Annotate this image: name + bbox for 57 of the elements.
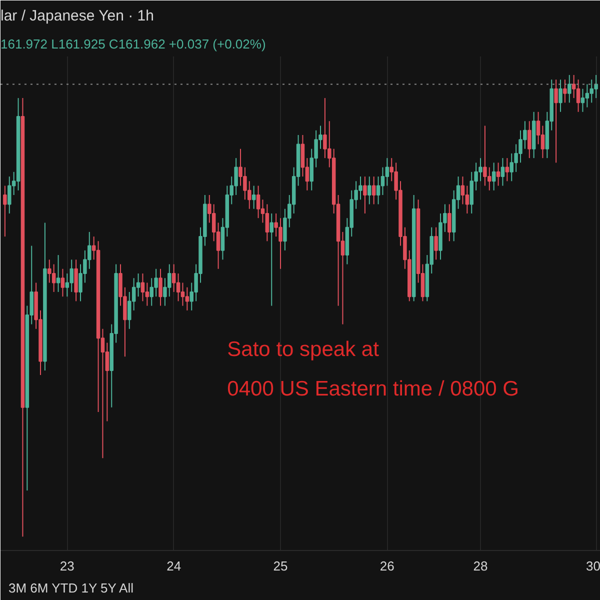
candlestick xyxy=(140,272,145,302)
candlestick xyxy=(128,291,132,330)
candlestick xyxy=(368,176,372,205)
x-tick-label: 25 xyxy=(273,558,288,574)
candlestick xyxy=(185,286,190,311)
candlestick xyxy=(585,84,590,108)
candlestick xyxy=(300,134,305,178)
candlestick xyxy=(145,282,150,306)
candlestick xyxy=(563,79,567,104)
candlestick xyxy=(372,176,376,205)
chart-subtitle: 161.972 L161.925 C161.962 +0.037 (+0.02%) xyxy=(0,36,266,52)
candlestick xyxy=(136,272,140,298)
candlestick xyxy=(363,176,367,214)
candlestick xyxy=(558,79,562,112)
candlestick xyxy=(528,120,532,159)
chart-title: lar / Japanese Yen · 1h xyxy=(0,8,154,24)
annotation: 0400 US Eastern time / 0800 G xyxy=(227,377,519,400)
candlestick xyxy=(8,176,12,214)
candlestick xyxy=(270,212,274,306)
text: 3M 6M YTD 1Y 5Y All xyxy=(8,580,134,596)
candlestick xyxy=(492,162,496,191)
x-tick-label: 30 xyxy=(586,558,600,574)
candlestick xyxy=(158,268,162,306)
candlestick xyxy=(580,88,585,112)
x-tick-label: 24 xyxy=(166,558,182,574)
x-tick-label: 28 xyxy=(473,558,488,574)
candlestick xyxy=(256,185,260,219)
candlestick xyxy=(554,79,558,164)
candlestick xyxy=(576,79,580,112)
candlestick xyxy=(568,74,572,104)
candlestick xyxy=(172,264,176,292)
candlestick xyxy=(385,158,390,186)
candlestick xyxy=(48,259,52,284)
candlestick xyxy=(60,268,65,298)
candlestick xyxy=(496,162,500,186)
candlestick xyxy=(460,176,465,205)
candlestick xyxy=(74,259,78,302)
candlestick xyxy=(176,272,180,302)
candlestick xyxy=(52,264,56,292)
candlestick xyxy=(380,166,385,196)
candlestick xyxy=(465,185,470,214)
candlestick xyxy=(505,158,510,182)
candlestick xyxy=(500,158,505,186)
candlestick xyxy=(572,74,576,99)
candlestick xyxy=(434,226,438,260)
candlestick xyxy=(56,254,60,292)
candlestick xyxy=(3,185,7,238)
candlestick xyxy=(70,259,74,292)
candlestick xyxy=(252,185,256,210)
annotation: Sato to speak at xyxy=(227,338,380,362)
x-tick-label: 23 xyxy=(60,558,74,574)
candlestick xyxy=(376,176,380,205)
x-tick-label: 26 xyxy=(380,558,394,574)
candlestick xyxy=(65,272,70,298)
candlestick xyxy=(265,204,270,242)
candlestick xyxy=(180,282,185,306)
candlestick xyxy=(448,204,452,242)
